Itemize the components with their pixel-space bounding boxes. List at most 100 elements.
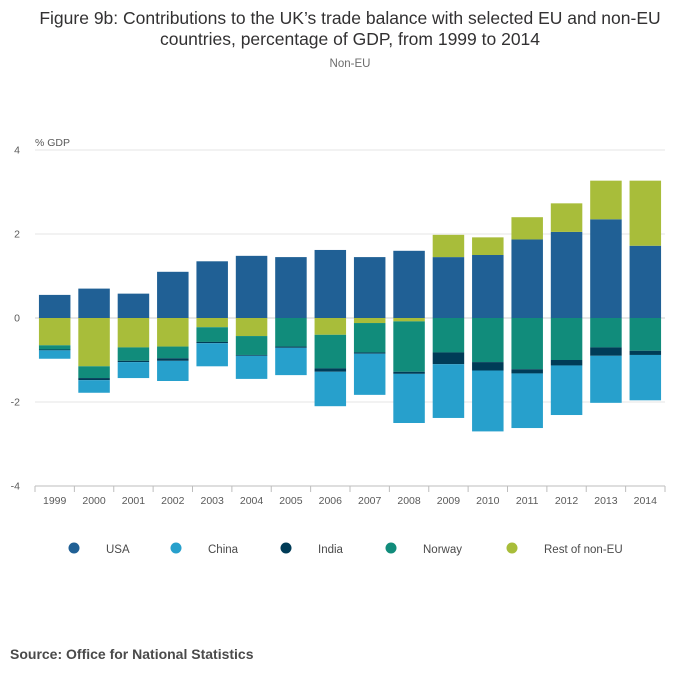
bar-india-2010 [472, 362, 504, 371]
bar-usa-2008 [393, 250, 425, 318]
bar-norway-2007 [353, 323, 386, 353]
bar-usa-2000 [78, 288, 110, 318]
bar-india-2005 [275, 346, 307, 348]
legend-item-china[interactable]: China [170, 542, 239, 557]
bar-usa-2005 [275, 257, 307, 318]
x-tick-label: 2005 [279, 495, 303, 507]
x-tick-label: 2000 [82, 495, 106, 507]
x-tick-label: 2013 [594, 495, 618, 507]
bar-china-2001 [117, 362, 150, 379]
bar-norway-2011 [511, 318, 543, 370]
x-tick-label: 2007 [358, 495, 382, 507]
bar-india-2009 [432, 352, 465, 365]
bar-china-2008 [393, 373, 425, 423]
legend-swatch [68, 542, 80, 554]
y-tick-label: 0 [14, 313, 20, 325]
bar-india-1999 [38, 349, 71, 351]
x-tick-label: 2006 [319, 495, 343, 507]
source-note: Source: Office for National Statistics [10, 646, 254, 662]
legend-item-india[interactable]: India [280, 542, 344, 557]
bar-usa-2010 [472, 255, 504, 318]
bars [38, 180, 662, 432]
legend-swatch [280, 542, 292, 554]
legend-swatch [170, 542, 182, 554]
chart: 4 2 0 -2 -4 % GDP 1999 2000 2001 2002 2003 2004 20… [11, 137, 666, 557]
bar-norway-2001 [117, 347, 150, 361]
bar-india-2004 [235, 354, 268, 356]
bar-norway-2013 [590, 318, 622, 348]
bar-china-1999 [38, 350, 71, 359]
bar-rest-of-non-eu-2001 [117, 318, 150, 348]
x-axis: 1999 2000 2001 2002 2003 2004 2005 2006 2007 2008… [34, 485, 666, 507]
bar-china-2012 [550, 365, 583, 416]
legend-label: China [208, 544, 239, 556]
bar-india-2007 [353, 352, 386, 354]
legend-label: India [318, 544, 344, 556]
chart-subtitle: Non-EU [329, 58, 371, 70]
bar-rest-of-non-eu-2013 [590, 180, 622, 220]
legend-label: USA [106, 544, 130, 556]
x-tick-label: 2012 [555, 495, 579, 507]
bar-china-2003 [196, 343, 228, 367]
bar-usa-2007 [353, 257, 386, 318]
bar-india-2000 [78, 378, 110, 381]
bar-india-2003 [196, 341, 228, 344]
bar-india-2012 [550, 360, 583, 366]
bar-india-2006 [314, 368, 347, 372]
bar-india-2011 [511, 369, 543, 374]
x-tick-label: 2004 [240, 495, 264, 507]
bar-india-2002 [157, 358, 189, 361]
legend-item-rest-of-non-eu[interactable]: Rest of non-EU [506, 542, 623, 557]
bar-norway-2010 [472, 318, 504, 363]
bar-rest-of-non-eu-1999 [38, 318, 71, 346]
bar-usa-1999 [38, 294, 71, 318]
bar-china-2014 [629, 354, 662, 401]
bar-rest-of-non-eu-2007 [353, 318, 386, 324]
bar-rest-of-non-eu-2000 [78, 318, 110, 367]
bar-usa-2001 [117, 293, 150, 318]
bar-usa-2012 [550, 231, 583, 318]
bar-rest-of-non-eu-2002 [157, 318, 189, 347]
bar-norway-2008 [393, 321, 425, 372]
legend-swatch [506, 542, 518, 554]
bar-norway-2000 [78, 366, 110, 379]
chart-title: Figure 9b: Contributions to the UK’s tra… [39, 8, 661, 49]
bar-india-2001 [117, 360, 150, 363]
bar-rest-of-non-eu-2011 [511, 217, 543, 240]
y-tick-label: -2 [11, 397, 20, 409]
bar-rest-of-non-eu-2009 [432, 234, 465, 258]
legend-swatch [385, 542, 397, 554]
legend-item-norway[interactable]: Norway [385, 542, 463, 557]
bar-china-2002 [157, 360, 189, 381]
x-tick-label: 2003 [201, 495, 225, 507]
bar-china-2011 [511, 373, 543, 429]
bar-rest-of-non-eu-2003 [196, 318, 228, 328]
bar-rest-of-non-eu-2008 [393, 318, 425, 322]
x-tick-label: 2010 [476, 495, 500, 507]
bar-norway-2005 [275, 318, 307, 347]
bar-usa-2014 [629, 245, 662, 318]
legend: USA China India Norway Rest of non-EU [68, 542, 623, 557]
bar-china-2009 [432, 364, 465, 418]
bar-norway-2006 [314, 334, 347, 369]
bar-china-2013 [590, 355, 622, 403]
bar-usa-2009 [432, 257, 465, 318]
bar-norway-1999 [38, 345, 71, 350]
bar-rest-of-non-eu-2010 [472, 237, 504, 255]
bar-norway-2003 [196, 327, 228, 342]
bar-norway-2002 [157, 346, 189, 359]
bar-rest-of-non-eu-2012 [550, 203, 583, 232]
legend-item-usa[interactable]: USA [68, 542, 130, 557]
bar-china-2005 [275, 347, 307, 376]
y-axis: 4 2 0 -2 -4 [11, 145, 21, 493]
x-tick-label: 2011 [516, 495, 539, 507]
bar-usa-2011 [511, 239, 543, 318]
bar-china-2006 [314, 371, 347, 407]
bar-norway-2012 [550, 318, 583, 360]
x-tick-label: 2001 [122, 495, 146, 507]
bar-norway-2004 [235, 336, 268, 355]
bar-rest-of-non-eu-2014 [629, 180, 662, 246]
bar-usa-2004 [235, 255, 268, 318]
legend-label: Rest of non-EU [544, 544, 623, 556]
bar-norway-2009 [432, 318, 465, 353]
